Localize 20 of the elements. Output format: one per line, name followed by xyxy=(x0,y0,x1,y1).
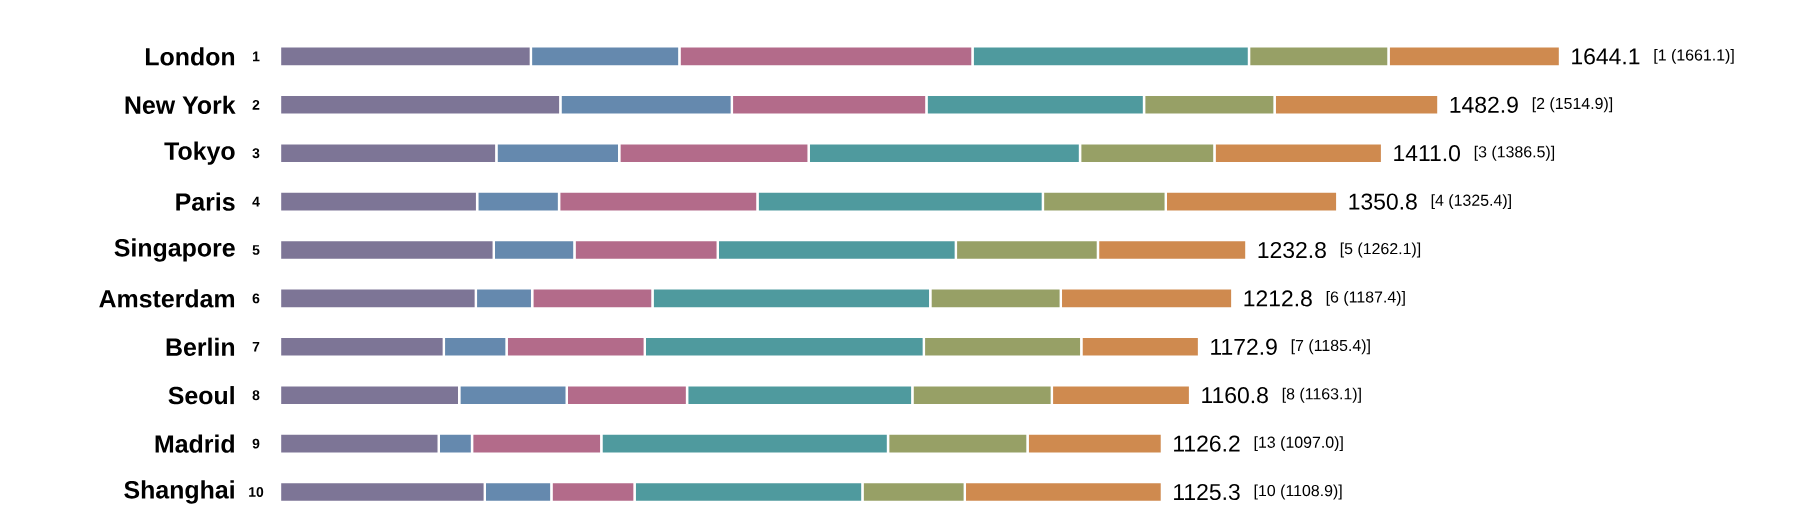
annotation: 1350.8 xyxy=(1349,193,1417,210)
y-tick-label: Paris xyxy=(176,192,235,211)
y-tick-label: New York xyxy=(125,95,236,114)
y-tick-label: London xyxy=(145,47,235,66)
annotation: 1411.0 xyxy=(1394,145,1460,162)
y-tick-label: Amsterdam xyxy=(99,289,235,308)
y-tick-label: Madrid xyxy=(155,434,234,453)
y-tick-label: Shanghai xyxy=(124,480,234,504)
y-tick-label: Berlin xyxy=(166,337,235,356)
annotation: 1125.3 xyxy=(1174,483,1240,501)
text: 1644.1 xyxy=(1572,48,1640,65)
annotation: 1172.9 xyxy=(1211,338,1277,355)
annotation: 1126.2 xyxy=(1174,435,1240,452)
annotation: 1232.8 xyxy=(1258,241,1326,259)
annotation: 1212.8 xyxy=(1244,290,1312,307)
y-tick-label: Tokyo xyxy=(164,141,235,165)
annotation: 1160.8 xyxy=(1202,387,1268,404)
y-tick-label: Singapore xyxy=(114,238,235,262)
y-tick-label: Seoul xyxy=(168,386,234,405)
annotation: 1482.9 xyxy=(1450,96,1518,113)
